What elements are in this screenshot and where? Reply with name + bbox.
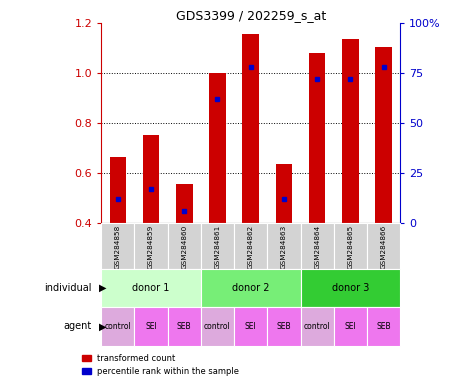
Bar xyxy=(101,269,201,307)
Text: SEB: SEB xyxy=(177,322,191,331)
Bar xyxy=(234,223,267,269)
Text: GSM284863: GSM284863 xyxy=(280,225,286,269)
Text: donor 1: donor 1 xyxy=(132,283,169,293)
Bar xyxy=(167,307,201,346)
Text: donor 3: donor 3 xyxy=(331,283,368,293)
Bar xyxy=(167,223,201,269)
Bar xyxy=(101,307,134,346)
Text: SEI: SEI xyxy=(344,322,355,331)
Bar xyxy=(234,307,267,346)
Bar xyxy=(242,34,258,223)
Bar xyxy=(201,223,234,269)
Title: GDS3399 / 202259_s_at: GDS3399 / 202259_s_at xyxy=(175,9,325,22)
Text: GSM284864: GSM284864 xyxy=(313,225,319,269)
Bar xyxy=(366,307,399,346)
Text: SEI: SEI xyxy=(244,322,256,331)
Text: GSM284859: GSM284859 xyxy=(148,225,154,269)
Bar xyxy=(300,223,333,269)
Text: ▶: ▶ xyxy=(99,321,106,331)
Text: SEB: SEB xyxy=(375,322,390,331)
Bar xyxy=(142,136,159,223)
Text: GSM284865: GSM284865 xyxy=(347,225,353,269)
Bar xyxy=(375,47,391,223)
Bar xyxy=(267,307,300,346)
Text: GSM284860: GSM284860 xyxy=(181,225,187,269)
Bar xyxy=(341,39,358,223)
Text: donor 2: donor 2 xyxy=(231,283,269,293)
Bar xyxy=(101,223,134,269)
Bar xyxy=(134,307,167,346)
Bar xyxy=(176,184,192,223)
Bar xyxy=(333,307,366,346)
Bar xyxy=(267,223,300,269)
Text: GSM284866: GSM284866 xyxy=(380,225,386,269)
Bar xyxy=(201,269,300,307)
Text: agent: agent xyxy=(64,321,92,331)
Bar xyxy=(333,223,366,269)
Text: SEB: SEB xyxy=(276,322,291,331)
Bar xyxy=(300,307,333,346)
Bar xyxy=(201,307,234,346)
Text: individual: individual xyxy=(45,283,92,293)
Bar xyxy=(308,53,325,223)
Text: ▶: ▶ xyxy=(99,283,106,293)
Bar xyxy=(209,73,225,223)
Legend: transformed count, percentile rank within the sample: transformed count, percentile rank withi… xyxy=(82,354,239,376)
Text: GSM284862: GSM284862 xyxy=(247,225,253,269)
Bar xyxy=(275,164,291,223)
Bar xyxy=(134,223,167,269)
Text: GSM284858: GSM284858 xyxy=(115,225,121,269)
Text: control: control xyxy=(204,322,230,331)
Text: GSM284861: GSM284861 xyxy=(214,225,220,269)
Bar xyxy=(109,157,126,223)
Bar xyxy=(300,269,399,307)
Text: control: control xyxy=(104,322,131,331)
Bar xyxy=(366,223,399,269)
Text: SEI: SEI xyxy=(145,322,157,331)
Text: control: control xyxy=(303,322,330,331)
